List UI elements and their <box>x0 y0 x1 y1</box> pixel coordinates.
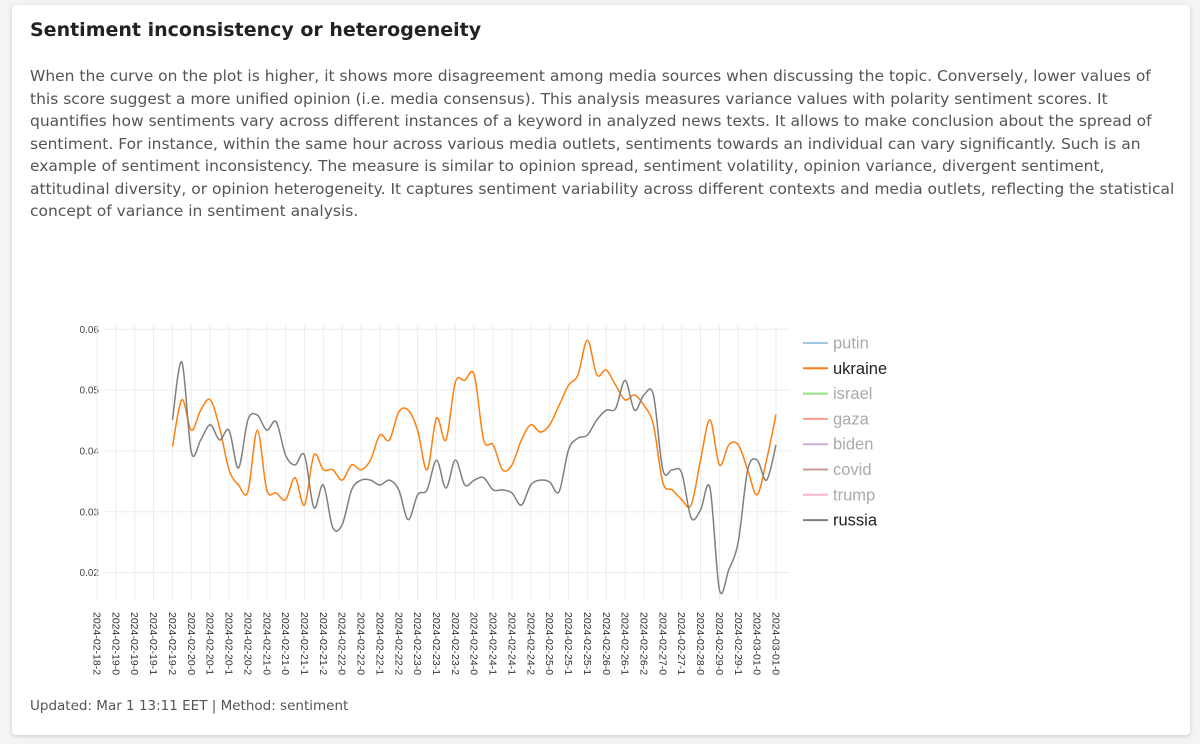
x-tick-label: 2024-02-19-0 <box>128 612 140 675</box>
x-tick-label: 2024-02-24-1 <box>487 612 499 675</box>
x-tick-label: 2024-02-21-1 <box>298 612 310 675</box>
x-tick-label: 2024-02-21-2 <box>317 612 329 675</box>
series-line <box>171 361 777 595</box>
legend-label: israel <box>833 385 872 403</box>
card: Sentiment inconsistency or heterogeneity… <box>12 5 1190 735</box>
x-tick-label: 2024-02-24-1 <box>505 612 517 675</box>
x-tick-label: 2024-02-25-1 <box>581 612 593 675</box>
y-tick-label: 0.06 <box>80 325 100 336</box>
x-tick-label: 2024-02-20-2 <box>241 612 253 675</box>
title: Sentiment inconsistency or heterogeneity <box>30 19 482 41</box>
x-tick-label: 2024-03-01-0 <box>770 612 782 675</box>
x-tick-label: 2024-02-21-0 <box>279 612 291 675</box>
x-tick-label: 2024-02-20-0 <box>185 612 197 675</box>
x-tick-label: 2024-02-23-2 <box>449 612 461 675</box>
x-tick-label: 2024-02-20-1 <box>204 612 216 675</box>
x-tick-label: 2024-02-22-0 <box>336 612 348 675</box>
x-tick-label: 2024-02-19-2 <box>166 612 178 675</box>
x-tick-label: 2024-02-29-0 <box>713 612 725 675</box>
x-tick-label: 2024-02-26-0 <box>600 612 612 675</box>
x-tick-label: 2024-02-22-1 <box>373 612 385 675</box>
legend-label: biden <box>833 436 873 454</box>
x-tick-label: 2024-02-23-1 <box>430 612 442 675</box>
y-tick-label: 0.04 <box>80 446 100 457</box>
x-tick-label: 2024-02-23-0 <box>411 612 423 675</box>
legend-label: russia <box>833 512 878 530</box>
legend-label: trump <box>833 486 875 504</box>
footer: Updated: Mar 1 13:11 EET | Method: senti… <box>30 698 349 714</box>
legend-label: gaza <box>833 410 870 428</box>
x-tick-label: 2024-02-28-0 <box>694 612 706 675</box>
x-tick-label: 2024-02-21-0 <box>260 612 272 675</box>
legend-label: covid <box>833 461 872 479</box>
legend-label: putin <box>833 335 869 353</box>
y-tick-label: 0.03 <box>80 507 100 518</box>
x-tick-label: 2024-02-22-0 <box>355 612 367 675</box>
x-tick-label: 2024-02-19-1 <box>147 612 159 675</box>
x-tick-label: 2024-02-18-2 <box>91 612 103 675</box>
x-tick-label: 2024-02-27-1 <box>675 612 687 675</box>
x-tick-label: 2024-02-19-0 <box>109 612 121 675</box>
x-tick-label: 2024-02-26-1 <box>619 612 631 675</box>
series-line <box>171 339 777 509</box>
x-tick-label: 2024-02-20-1 <box>223 612 235 675</box>
legend-label: ukraine <box>833 360 887 378</box>
x-tick-label: 2024-02-26-2 <box>637 612 649 675</box>
x-tick-label: 2024-02-24-0 <box>468 612 480 675</box>
x-tick-label: 2024-02-25-1 <box>562 612 574 675</box>
x-tick-label: 2024-02-25-0 <box>543 612 555 675</box>
y-tick-label: 0.05 <box>80 386 100 397</box>
x-tick-label: 2024-03-01-0 <box>751 612 763 675</box>
description: When the curve on the plot is higher, it… <box>30 67 1175 220</box>
y-tick-label: 0.02 <box>80 568 100 579</box>
x-tick-label: 2024-02-24-2 <box>524 612 536 675</box>
x-tick-label: 2024-02-22-2 <box>392 612 404 675</box>
x-tick-label: 2024-02-29-1 <box>732 612 744 675</box>
x-tick-label: 2024-02-27-0 <box>656 612 668 675</box>
